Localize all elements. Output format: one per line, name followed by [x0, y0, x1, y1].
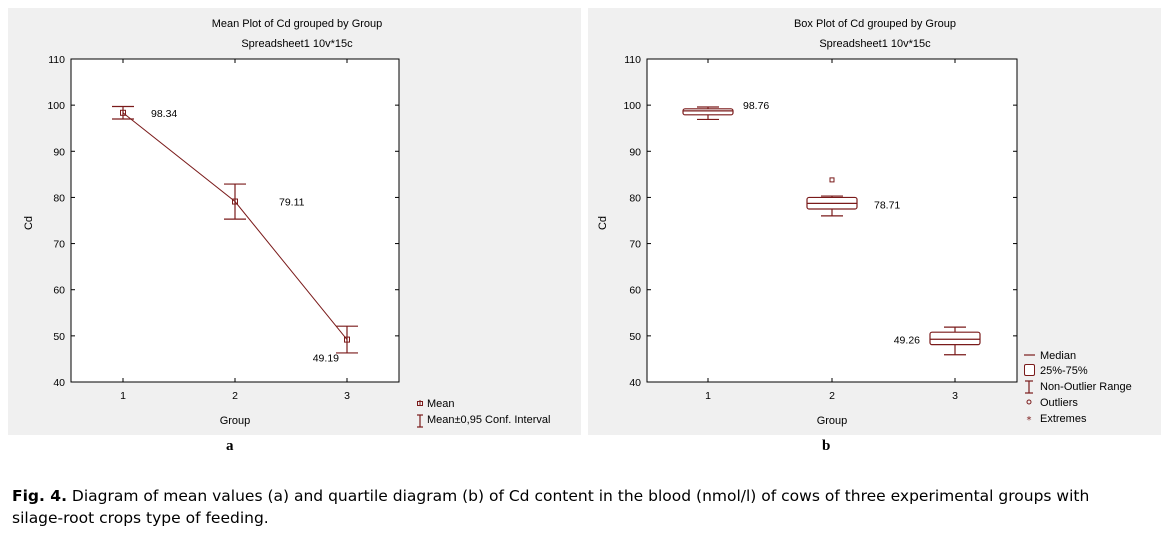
data-label: 79.11	[279, 197, 305, 209]
y-axis-label: Cd	[23, 216, 35, 230]
y-tick-label: 110	[48, 54, 65, 66]
y-tick-label: 70	[53, 239, 65, 251]
data-label: 78.71	[874, 199, 900, 211]
x-axis-label: Group	[220, 415, 251, 427]
panel-label-a: a	[226, 438, 234, 454]
panel-label-b: b	[822, 438, 831, 454]
legend-mean-marker	[417, 401, 423, 406]
y-tick-label: 80	[53, 192, 65, 204]
x-tick-label: 3	[344, 390, 350, 402]
plot-area	[70, 58, 400, 383]
x-axis-label: Group	[817, 415, 848, 427]
legend-extreme-label: Extremes	[1040, 413, 1087, 425]
figure-caption: Fig. 4. Diagram of mean values (a) and q…	[12, 485, 1142, 529]
chart-title: Box Plot of Cd grouped by Group	[794, 18, 956, 30]
y-tick-label: 40	[629, 377, 641, 389]
legend: Median 25%-75% Non-Outlier Range Outlier…	[1024, 350, 1132, 426]
box-plot-panel: Box Plot of Cd grouped by Group Spreadsh…	[588, 8, 1161, 435]
y-tick-label: 60	[53, 285, 65, 297]
chart-subtitle: Spreadsheet1 10v*15c	[241, 38, 353, 50]
legend-outlier-swatch	[1026, 399, 1032, 405]
x-tick-label: 1	[120, 390, 126, 402]
x-tick-label: 3	[952, 390, 958, 402]
chart-title: Mean Plot of Cd grouped by Group	[212, 18, 383, 30]
iqr-box	[929, 331, 981, 346]
box-plot-chart: Box Plot of Cd grouped by Group Spreadsh…	[597, 18, 1132, 427]
y-tick-label: 50	[629, 331, 641, 343]
legend-extreme-swatch: *	[1027, 415, 1032, 426]
y-tick-label: 90	[53, 146, 65, 158]
iqr-box	[682, 108, 734, 116]
data-label: 49.26	[894, 334, 920, 346]
y-tick-label: 100	[47, 100, 65, 112]
legend-box-swatch	[1024, 364, 1035, 376]
outlier-point	[829, 177, 835, 183]
y-tick-label: 90	[629, 146, 641, 158]
y-tick-label: 110	[624, 54, 641, 66]
legend-range-label: Non-Outlier Range	[1040, 381, 1132, 393]
data-label: 98.34	[151, 108, 177, 120]
chart-subtitle: Spreadsheet1 10v*15c	[819, 38, 931, 50]
x-tick-label: 2	[829, 390, 835, 402]
y-tick-label: 70	[629, 239, 641, 251]
y-tick-label: 50	[53, 331, 65, 343]
legend: Mean Mean±0,95 Conf. Interval	[417, 398, 550, 428]
y-tick-label: 40	[53, 377, 65, 389]
data-label: 49.19	[313, 353, 339, 365]
legend-mean-label: Mean	[427, 398, 455, 410]
legend-ci-label: Mean±0,95 Conf. Interval	[427, 414, 550, 426]
x-tick-label: 2	[232, 390, 238, 402]
mean-point	[232, 198, 238, 205]
data-label: 98.76	[743, 100, 769, 112]
y-axis-label: Cd	[597, 216, 609, 230]
mean-point	[344, 336, 350, 343]
legend-median-label: Median	[1040, 350, 1076, 362]
y-tick-label: 80	[629, 192, 641, 204]
caption-text: Diagram of mean values (a) and quartile …	[12, 487, 1090, 527]
legend-outlier-label: Outliers	[1040, 397, 1078, 409]
legend-box-label: 25%-75%	[1040, 365, 1088, 377]
caption-label: Fig. 4.	[12, 487, 67, 505]
mean-plot-panel: Mean Plot of Cd grouped by Group Spreads…	[8, 8, 581, 435]
mean-plot-chart: Mean Plot of Cd grouped by Group Spreads…	[23, 18, 550, 428]
y-tick-label: 100	[623, 100, 641, 112]
y-tick-label: 60	[629, 285, 641, 297]
x-tick-label: 1	[705, 390, 711, 402]
mean-point	[120, 109, 126, 116]
